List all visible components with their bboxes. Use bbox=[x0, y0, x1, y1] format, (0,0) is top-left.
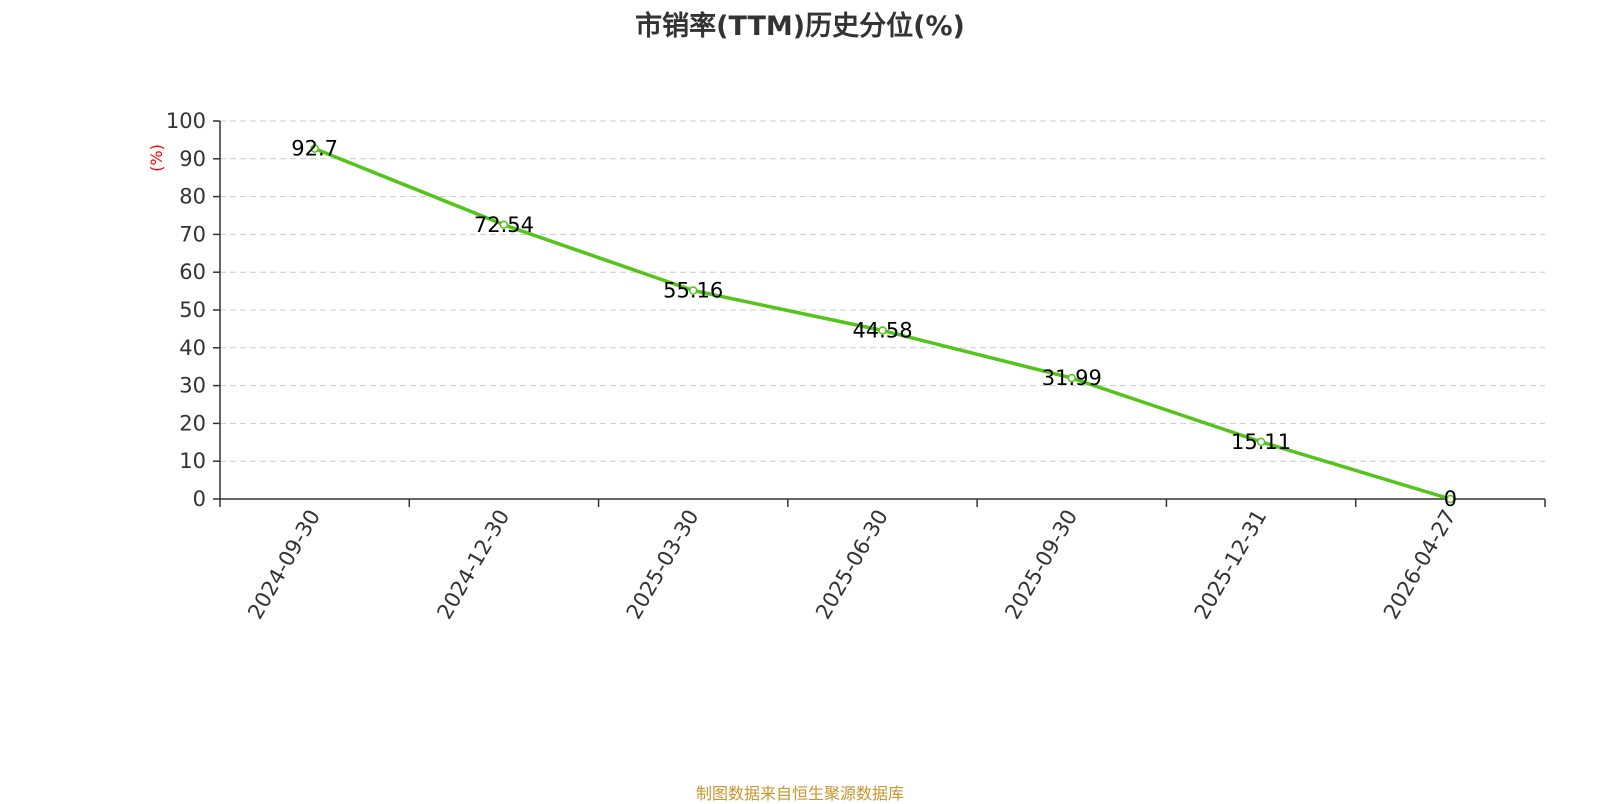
data-point bbox=[1446, 494, 1455, 504]
data-point bbox=[499, 220, 509, 230]
series-line-group bbox=[310, 144, 1455, 504]
x-tick-label: 2025-09-30 bbox=[1000, 506, 1082, 624]
chart-title: 市销率(TTM)历史分位(%) bbox=[635, 11, 965, 42]
x-tick-label: 2024-12-30 bbox=[432, 506, 514, 624]
x-tick-label: 2025-12-31 bbox=[1190, 506, 1272, 624]
y-tick-label: 40 bbox=[179, 336, 206, 360]
grid-lines bbox=[220, 120, 1545, 462]
data-label: 55.16 bbox=[663, 278, 723, 302]
y-tick-label: 100 bbox=[166, 109, 206, 133]
y-tick-label: 60 bbox=[179, 260, 206, 284]
data-label: 92.7 bbox=[291, 137, 338, 161]
x-tick-label: 2024-09-30 bbox=[243, 506, 325, 624]
chart: 0 10 20 30 40 50 60 70 80 90 100 2024-09-30 2024-12… bbox=[147, 109, 1546, 624]
y-tick-label: 80 bbox=[179, 185, 206, 209]
data-point bbox=[1067, 373, 1077, 383]
x-tick-label: 2025-03-30 bbox=[622, 506, 704, 624]
data-point bbox=[310, 144, 319, 153]
data-point bbox=[688, 286, 698, 295]
data-labels: 92.7 72.54 55.16 44.58 31.99 15.11 0 bbox=[291, 137, 1457, 511]
x-ticks: 2024-09-30 2024-12-30 2025-03-30 2025-06-30… bbox=[219, 499, 1546, 624]
y-tick-label: 50 bbox=[179, 298, 206, 322]
y-tick-label: 0 bbox=[193, 487, 206, 511]
data-label: 15.11 bbox=[1231, 430, 1291, 454]
data-point bbox=[1256, 437, 1266, 447]
data-point bbox=[878, 326, 887, 335]
y-tick-label: 10 bbox=[179, 449, 206, 473]
x-tick-label: 2025-06-30 bbox=[811, 506, 893, 624]
source-note: 制图数据来自恒生聚源数据库 bbox=[695, 784, 904, 803]
y-tick-label: 90 bbox=[179, 147, 206, 171]
y-ticks: 0 10 20 30 40 50 60 70 80 90 100 bbox=[166, 109, 220, 511]
y-tick-label: 30 bbox=[179, 374, 206, 398]
data-label: 0 bbox=[1444, 487, 1457, 511]
x-tick-label: 2026-04-27 bbox=[1379, 506, 1461, 624]
y-tick-label: 20 bbox=[179, 411, 206, 435]
data-label: 31.99 bbox=[1042, 366, 1102, 390]
data-label: 44.58 bbox=[852, 318, 912, 342]
data-label: 72.54 bbox=[474, 213, 534, 237]
y-axis-label: (%) bbox=[147, 144, 166, 172]
y-tick-label: 70 bbox=[179, 222, 206, 246]
